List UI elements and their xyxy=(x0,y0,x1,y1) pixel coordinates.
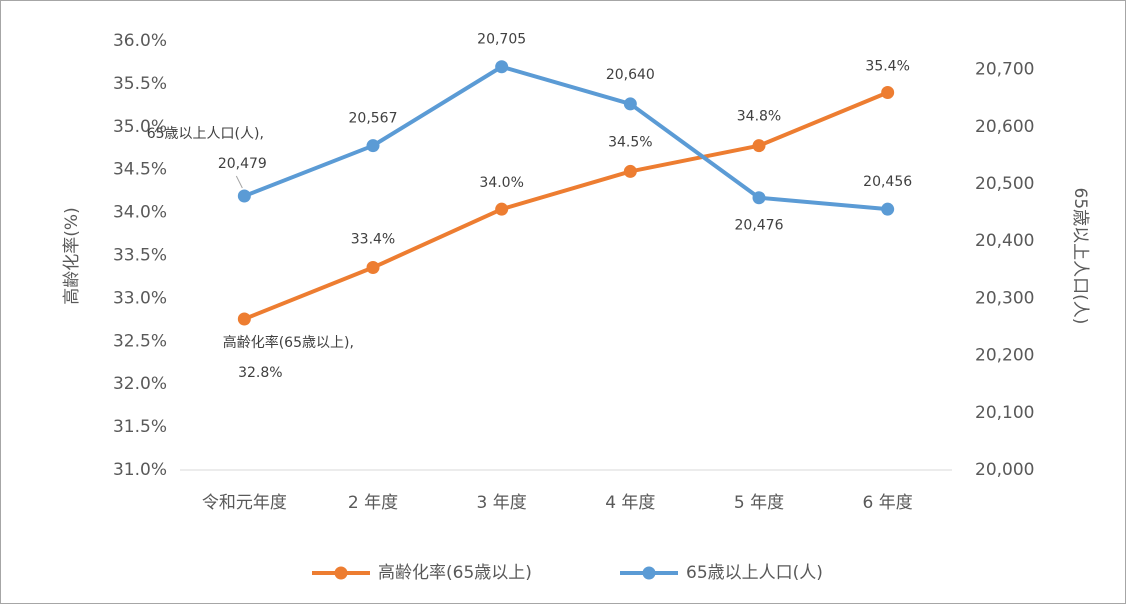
y2-tick-label: 20,400 xyxy=(975,231,1034,251)
x-tick-label: 3 年度 xyxy=(477,493,527,513)
data-label: 35.4% xyxy=(865,58,909,74)
data-point xyxy=(881,202,895,216)
y2-tick-label: 20,000 xyxy=(975,460,1034,480)
series-line xyxy=(243,90,889,321)
data-point xyxy=(366,261,380,275)
data-point xyxy=(881,85,895,99)
data-label: 34.5% xyxy=(608,134,652,150)
y-tick-label: 32.5% xyxy=(113,331,167,351)
y-tick-label: 32.0% xyxy=(113,374,167,394)
x-tick-label: 4 年度 xyxy=(605,493,655,513)
legend-marker xyxy=(642,566,656,580)
data-label: 32.8% xyxy=(238,365,282,381)
legend-label: 高齢化率(65歳以上) xyxy=(378,563,532,583)
data-point xyxy=(752,191,766,205)
y2-tick-label: 20,300 xyxy=(975,288,1034,308)
data-point xyxy=(366,139,380,153)
y2-tick-label: 20,100 xyxy=(975,403,1034,423)
x-tick-label: 6 年度 xyxy=(863,493,913,513)
data-label: 20,567 xyxy=(349,111,398,127)
data-point xyxy=(752,139,766,153)
y-tick-label: 34.5% xyxy=(113,160,167,180)
series-name-label: 65歳以上人口(人), xyxy=(147,126,264,142)
x-tick-label: 令和元年度 xyxy=(202,493,287,513)
data-label: 34.8% xyxy=(737,109,781,125)
y2-tick-label: 20,700 xyxy=(975,60,1034,80)
data-label: 20,479 xyxy=(218,156,267,172)
y2-tick-label: 20,200 xyxy=(975,346,1034,366)
x-tick-label: 5 年度 xyxy=(734,493,784,513)
y2-tick-label: 20,500 xyxy=(975,174,1034,194)
data-point xyxy=(623,164,637,178)
y-tick-label: 33.5% xyxy=(113,246,167,266)
x-tick-label: 2 年度 xyxy=(348,493,398,513)
y-tick-label: 35.5% xyxy=(113,74,167,94)
y-tick-label: 31.0% xyxy=(113,460,167,480)
data-point xyxy=(237,312,251,326)
legend-label: 65歳以上人口(人) xyxy=(686,563,823,583)
data-label: 34.0% xyxy=(479,175,523,191)
data-label: 33.4% xyxy=(351,232,395,248)
y-tick-label: 31.5% xyxy=(113,417,167,437)
y-tick-label: 33.0% xyxy=(113,288,167,308)
legend-marker xyxy=(334,566,348,580)
series-name-label: 高齢化率(65歳以上), xyxy=(223,334,354,351)
y-tick-label: 34.0% xyxy=(113,203,167,223)
y2-tick-label: 20,600 xyxy=(975,117,1034,137)
data-point xyxy=(495,202,509,216)
leader-line xyxy=(235,175,243,189)
data-point xyxy=(237,189,251,203)
y-tick-label: 35.0% xyxy=(113,117,167,137)
series-line xyxy=(243,64,888,212)
data-point xyxy=(495,60,509,74)
y2-axis-label: 65歳以上人口(人) xyxy=(1070,188,1090,325)
data-label: 20,640 xyxy=(606,67,655,83)
data-label: 20,705 xyxy=(477,32,526,48)
data-point xyxy=(623,97,637,111)
data-label: 20,456 xyxy=(863,174,912,190)
data-label: 20,476 xyxy=(735,218,784,234)
y-axis-label: 高齢化率(%) xyxy=(62,207,82,304)
y-tick-label: 36.0% xyxy=(113,31,167,51)
